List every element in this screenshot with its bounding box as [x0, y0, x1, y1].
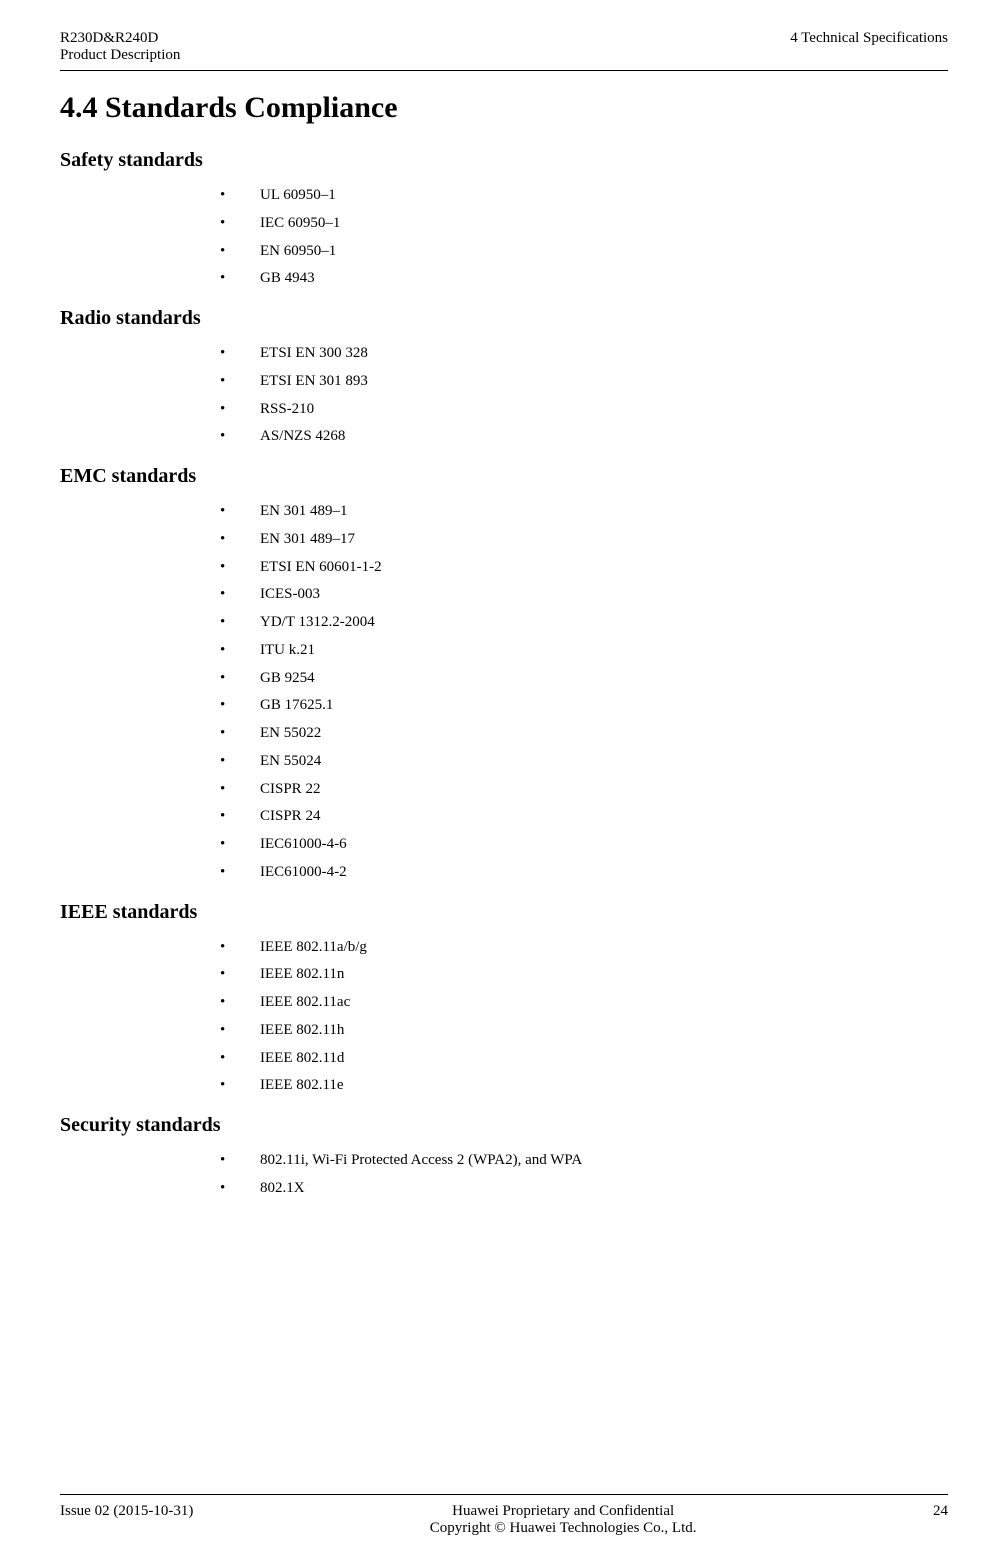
list-item: ETSI EN 301 893: [220, 368, 948, 396]
list-item: GB 4943: [220, 265, 948, 293]
list-item: CISPR 24: [220, 803, 948, 831]
emc-standards-list: EN 301 489–1 EN 301 489–17 ETSI EN 60601…: [60, 498, 948, 887]
list-item: EN 60950–1: [220, 238, 948, 266]
list-item: RSS-210: [220, 396, 948, 424]
list-item: IEC61000-4-6: [220, 831, 948, 859]
list-item: IEEE 802.11h: [220, 1017, 948, 1045]
header-right: 4 Technical Specifications: [790, 30, 948, 64]
section-title-safety: Safety standards: [60, 149, 948, 172]
list-item: GB 17625.1: [220, 692, 948, 720]
page-footer: Issue 02 (2015-10-31) Huawei Proprietary…: [60, 1494, 948, 1537]
safety-standards-list: UL 60950–1 IEC 60950–1 EN 60950–1 GB 494…: [60, 182, 948, 293]
section-title-ieee: IEEE standards: [60, 901, 948, 924]
section-title-emc: EMC standards: [60, 465, 948, 488]
security-standards-list: 802.11i, Wi-Fi Protected Access 2 (WPA2)…: [60, 1147, 948, 1203]
main-title: 4.4 Standards Compliance: [60, 91, 948, 125]
footer-issue: Issue 02 (2015-10-31): [60, 1503, 193, 1520]
list-item: IEEE 802.11n: [220, 961, 948, 989]
list-item: EN 55024: [220, 748, 948, 776]
list-item: EN 55022: [220, 720, 948, 748]
footer-confidential: Huawei Proprietary and Confidential: [430, 1503, 697, 1520]
footer-page: 24: [933, 1503, 948, 1520]
list-item: ITU k.21: [220, 637, 948, 665]
section-title-security: Security standards: [60, 1114, 948, 1137]
list-item: IEC61000-4-2: [220, 859, 948, 887]
header-left: R230D&R240D Product Description: [60, 30, 180, 64]
header-divider: [60, 70, 948, 71]
header-chapter: 4 Technical Specifications: [790, 30, 948, 47]
ieee-standards-list: IEEE 802.11a/b/g IEEE 802.11n IEEE 802.1…: [60, 934, 948, 1101]
list-item: YD/T 1312.2-2004: [220, 609, 948, 637]
list-item: IEEE 802.11a/b/g: [220, 934, 948, 962]
list-item: CISPR 22: [220, 776, 948, 804]
footer-divider: [60, 1494, 948, 1495]
list-item: ICES-003: [220, 581, 948, 609]
section-title-radio: Radio standards: [60, 307, 948, 330]
list-item: AS/NZS 4268: [220, 423, 948, 451]
radio-standards-list: ETSI EN 300 328 ETSI EN 301 893 RSS-210 …: [60, 340, 948, 451]
footer-copyright: Copyright © Huawei Technologies Co., Ltd…: [430, 1520, 697, 1537]
list-item: EN 301 489–17: [220, 526, 948, 554]
list-item: GB 9254: [220, 665, 948, 693]
footer-center: Huawei Proprietary and Confidential Copy…: [430, 1503, 697, 1537]
list-item: IEEE 802.11ac: [220, 989, 948, 1017]
list-item: 802.1X: [220, 1175, 948, 1203]
header-product: R230D&R240D: [60, 30, 180, 47]
page-header: R230D&R240D Product Description 4 Techni…: [60, 30, 948, 64]
list-item: IEEE 802.11d: [220, 1045, 948, 1073]
list-item: IEEE 802.11e: [220, 1072, 948, 1100]
footer-row: Issue 02 (2015-10-31) Huawei Proprietary…: [60, 1503, 948, 1537]
list-item: 802.11i, Wi-Fi Protected Access 2 (WPA2)…: [220, 1147, 948, 1175]
header-doc-title: Product Description: [60, 47, 180, 64]
list-item: UL 60950–1: [220, 182, 948, 210]
list-item: EN 301 489–1: [220, 498, 948, 526]
list-item: ETSI EN 300 328: [220, 340, 948, 368]
list-item: IEC 60950–1: [220, 210, 948, 238]
list-item: ETSI EN 60601-1-2: [220, 554, 948, 582]
